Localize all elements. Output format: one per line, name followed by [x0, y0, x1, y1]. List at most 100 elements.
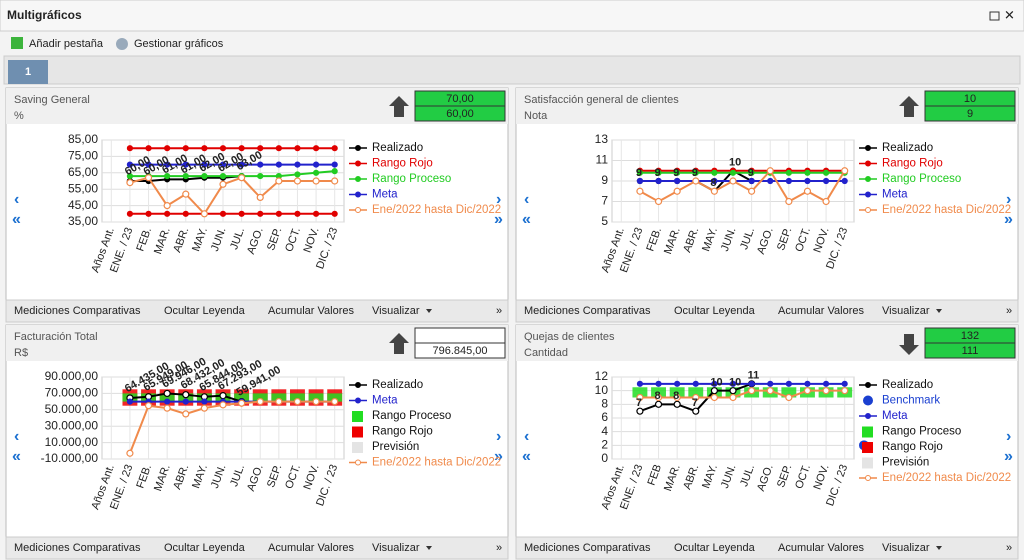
footer-button[interactable]: Visualizar — [372, 305, 420, 317]
legend-label[interactable]: Ene/2022 hasta Dic/2022 — [372, 204, 501, 216]
legend-label[interactable]: Rango Proceso — [882, 426, 961, 438]
legend-label[interactable]: Ene/2022 hasta Dic/2022 — [372, 457, 501, 469]
series-point — [126, 179, 134, 187]
kpi-box — [414, 327, 506, 344]
footer-button[interactable]: Ocultar Leyenda — [674, 305, 756, 317]
kpi-box — [414, 342, 506, 359]
legend-swatch — [865, 207, 871, 213]
data-label: 11 — [748, 370, 760, 382]
legend-label[interactable]: Meta — [882, 410, 908, 422]
legend-label[interactable]: Realizado — [372, 142, 423, 154]
tab-label[interactable]: 1 — [25, 66, 31, 78]
nav-last[interactable]: » — [494, 448, 503, 465]
nav-first[interactable]: « — [522, 448, 531, 465]
panel-title: Facturación Total — [14, 331, 98, 343]
footer-more[interactable]: » — [496, 305, 502, 317]
legend-label[interactable]: Previsión — [372, 441, 419, 453]
nav-right[interactable]: › — [1006, 191, 1011, 208]
legend-label[interactable]: Realizado — [882, 379, 933, 391]
footer-button[interactable]: Ocultar Leyenda — [164, 542, 246, 554]
legend-label[interactable]: Rango Rojo — [882, 158, 943, 170]
series-point — [729, 393, 737, 402]
footer-more[interactable]: » — [496, 542, 502, 554]
series-point — [674, 169, 681, 176]
legend-label[interactable]: Rango Proceso — [882, 173, 961, 185]
footer-more[interactable]: » — [1006, 542, 1012, 554]
footer-button[interactable]: Ocultar Leyenda — [674, 542, 756, 554]
legend-label[interactable]: Ene/2022 hasta Dic/2022 — [882, 204, 1011, 216]
dropdown-caret — [426, 309, 432, 313]
footer-button[interactable]: Acumular Valores — [778, 305, 864, 317]
nav-first[interactable]: « — [12, 211, 21, 228]
footer-button[interactable]: Mediciones Comparativas — [524, 305, 651, 317]
footer-more[interactable]: » — [1006, 305, 1012, 317]
y-tick-label: 10 — [595, 383, 609, 397]
series-point — [729, 169, 737, 176]
nav-left[interactable]: ‹ — [524, 428, 529, 445]
chart-panel: Facturación Total R$ 796.845,00 ‹ « › » Medicio… — [5, 324, 509, 560]
tab[interactable] — [8, 60, 48, 84]
data-label: 10 — [710, 377, 722, 389]
nav-left[interactable]: ‹ — [14, 191, 19, 208]
y-tick-label: 6 — [601, 410, 608, 424]
y-tick-label: 0 — [601, 451, 608, 465]
kpi-value: 70,00 — [446, 93, 474, 105]
legend-label[interactable]: Meta — [372, 189, 398, 201]
legend-label[interactable]: Rango Rojo — [372, 158, 433, 170]
series-point — [256, 193, 264, 201]
footer-button[interactable]: Visualizar — [882, 542, 930, 554]
legend-label[interactable]: Rango Proceso — [372, 173, 451, 185]
series-point — [201, 161, 208, 168]
footer-button[interactable]: Mediciones Comparativas — [14, 305, 141, 317]
close-button[interactable]: ✕ — [1004, 7, 1015, 22]
series-point — [710, 393, 718, 402]
footer-button[interactable]: Ocultar Leyenda — [164, 305, 246, 317]
nav-left[interactable]: ‹ — [14, 428, 19, 445]
kpi-box — [414, 105, 506, 122]
legend-label[interactable]: Rango Proceso — [372, 410, 451, 422]
footer-button[interactable]: Acumular Valores — [268, 542, 354, 554]
y-tick-label: 13 — [595, 132, 609, 146]
series-point — [748, 387, 756, 395]
nav-right[interactable]: › — [496, 191, 501, 208]
series-point — [164, 210, 171, 217]
footer-button[interactable]: Mediciones Comparativas — [14, 542, 141, 554]
footer-button[interactable]: Visualizar — [882, 305, 930, 317]
legend-swatch — [355, 382, 361, 388]
range-band — [781, 387, 797, 398]
nav-first[interactable]: « — [12, 448, 21, 465]
nav-right[interactable]: › — [496, 428, 501, 445]
nav-last[interactable]: » — [1004, 211, 1013, 228]
nav-left[interactable]: ‹ — [524, 191, 529, 208]
nav-right[interactable]: › — [1006, 428, 1011, 445]
legend-label[interactable]: Rango Rojo — [882, 441, 943, 453]
trend-arrow — [899, 334, 919, 355]
nav-last[interactable]: » — [1004, 448, 1013, 465]
manage-charts[interactable]: Gestionar gráficos — [134, 38, 224, 50]
legend-label[interactable]: Previsión — [882, 457, 929, 469]
legend-label[interactable]: Ene/2022 hasta Dic/2022 — [882, 472, 1011, 484]
nav-first[interactable]: « — [522, 211, 531, 228]
footer-button[interactable]: Acumular Valores — [268, 305, 354, 317]
panel-title: Satisfacción general de clientes — [524, 94, 679, 106]
footer-button[interactable]: Acumular Valores — [778, 542, 864, 554]
series-point — [803, 187, 812, 195]
nav-last[interactable]: » — [494, 211, 503, 228]
legend-label[interactable]: Realizado — [372, 379, 423, 391]
legend-label[interactable]: Rango Rojo — [372, 426, 433, 438]
add-tab[interactable]: Añadir pestaña — [29, 38, 104, 50]
legend-label[interactable]: Benchmark — [882, 395, 940, 407]
y-tick-label: 10.000,00 — [45, 435, 99, 449]
restore-button[interactable] — [989, 11, 1000, 21]
data-label: 9 — [673, 167, 679, 179]
y-tick-label: -10.000,00 — [41, 451, 99, 465]
legend-label[interactable]: Meta — [882, 189, 908, 201]
footer-button[interactable]: Visualizar — [372, 542, 420, 554]
legend-swatch — [863, 395, 873, 406]
kpi-box — [924, 105, 1016, 122]
legend-label[interactable]: Meta — [372, 395, 398, 407]
footer-button[interactable]: Mediciones Comparativas — [524, 542, 651, 554]
legend-label[interactable]: Realizado — [882, 142, 933, 154]
series-point — [219, 392, 227, 400]
